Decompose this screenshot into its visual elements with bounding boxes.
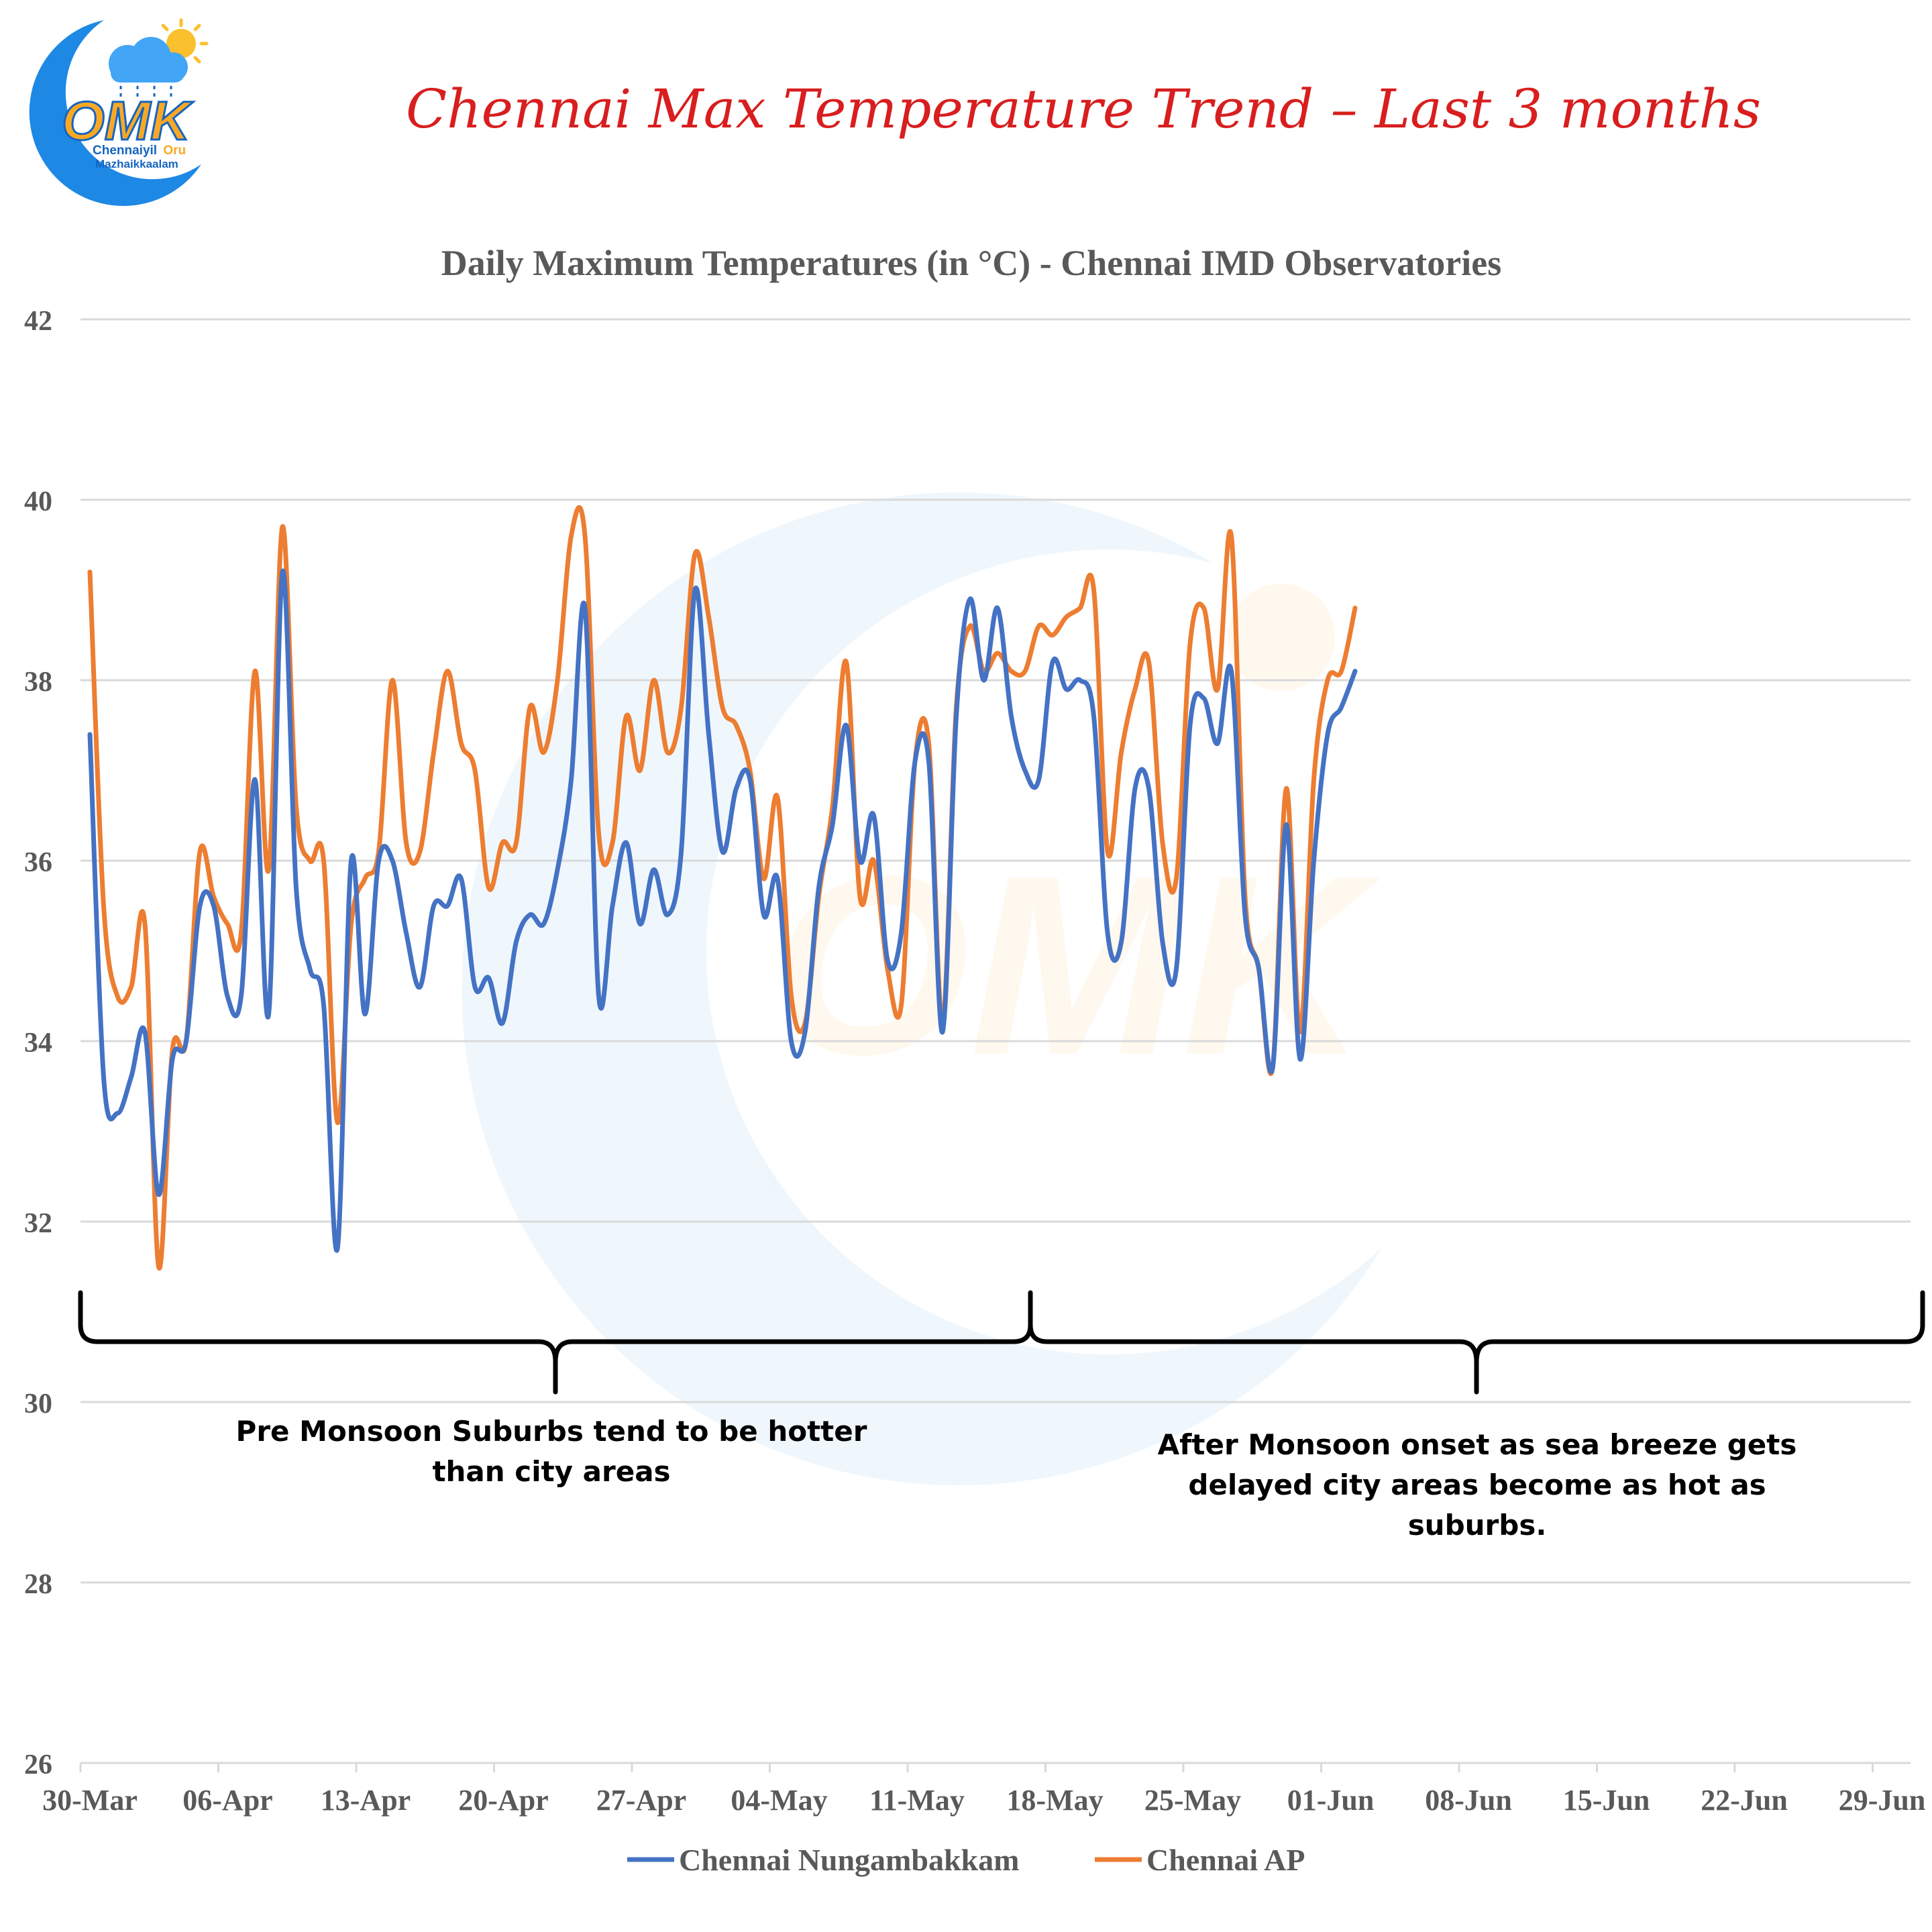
chart-title: Daily Maximum Temperatures (in °C) - Che…	[441, 243, 1502, 283]
x-tick-label: 15-Jun	[1563, 1784, 1650, 1817]
logo: OMK Chennaiyil Oru Mazhaikkaalam	[29, 18, 209, 207]
banner-title: Chennai Max Temperature Trend – Last 3 m…	[406, 78, 1761, 140]
logo-line2: Mazhaikkaalam	[95, 158, 178, 170]
x-tick-label: 08-Jun	[1425, 1784, 1512, 1817]
x-tick-label: 25-May	[1144, 1784, 1241, 1817]
annotation-left: Pre Monsoon Suburbs tend to be hotter th…	[236, 1415, 867, 1488]
y-tick-label: 32	[24, 1208, 52, 1239]
crescent-icon	[29, 20, 201, 207]
annotation-right-line-3: suburbs.	[1408, 1509, 1547, 1542]
x-tick-label: 29-Jun	[1839, 1784, 1926, 1817]
plot-area	[87, 505, 1358, 1271]
y-tick-label: 42	[24, 306, 52, 337]
y-axis: 26 28 30 32 34 36 38 40 42	[24, 306, 52, 1780]
legend-label-ap: Chennai AP	[1146, 1843, 1305, 1877]
y-tick-label: 26	[24, 1750, 52, 1780]
y-tick-label: 38	[24, 667, 52, 698]
x-tick-label: 13-Apr	[321, 1784, 411, 1817]
brace-right	[1028, 1290, 1925, 1395]
logo-line1b: Oru	[163, 144, 186, 158]
legend: Chennai Nungambakkam Chennai AP	[627, 1843, 1305, 1877]
cloud-icon	[109, 37, 188, 83]
y-tick-label: 36	[24, 847, 52, 878]
annotation-right: After Monsoon onset as sea breeze gets d…	[1158, 1428, 1797, 1542]
x-tick-label: 27-Apr	[596, 1784, 686, 1817]
x-tick-label: 20-Apr	[458, 1784, 548, 1817]
svg-text:Chennaiyil Oru: Chennaiyil Oru	[93, 144, 186, 158]
x-tick-label: 06-Apr	[182, 1784, 272, 1817]
y-tick-label: 40	[24, 486, 52, 517]
gridlines	[80, 318, 1911, 1764]
legend-label-nungambakkam: Chennai Nungambakkam	[679, 1843, 1019, 1877]
y-tick-label: 28	[24, 1569, 52, 1600]
sun-icon	[161, 18, 209, 64]
x-axis: 30-Mar 06-Apr 13-Apr 20-Apr 27-Apr 04-May 11-M…	[42, 1763, 1925, 1817]
annotation-left-line-1: Pre Monsoon Suburbs tend to be hotter	[236, 1415, 867, 1448]
x-tick-label: 30-Mar	[42, 1784, 138, 1817]
y-tick-label: 34	[24, 1028, 52, 1059]
annotation-left-line-2: than city areas	[432, 1455, 670, 1488]
x-tick-label: 01-Jun	[1287, 1784, 1375, 1817]
x-tick-label: 04-May	[731, 1784, 827, 1817]
annotation-right-line-1: After Monsoon onset as sea breeze gets	[1158, 1428, 1797, 1461]
x-tick-label: 22-Jun	[1701, 1784, 1788, 1817]
x-tick-label: 18-May	[1006, 1784, 1103, 1817]
series-line-nungambakkam	[87, 568, 1358, 1253]
y-tick-label: 30	[24, 1389, 52, 1419]
x-tick-label: 11-May	[869, 1784, 965, 1817]
annotation-braces	[78, 1290, 1925, 1395]
logo-line1a: Chennaiyil	[93, 144, 157, 158]
annotation-right-line-2: delayed city areas become as hot as	[1188, 1468, 1766, 1501]
logo-mark: OMK	[62, 91, 194, 152]
